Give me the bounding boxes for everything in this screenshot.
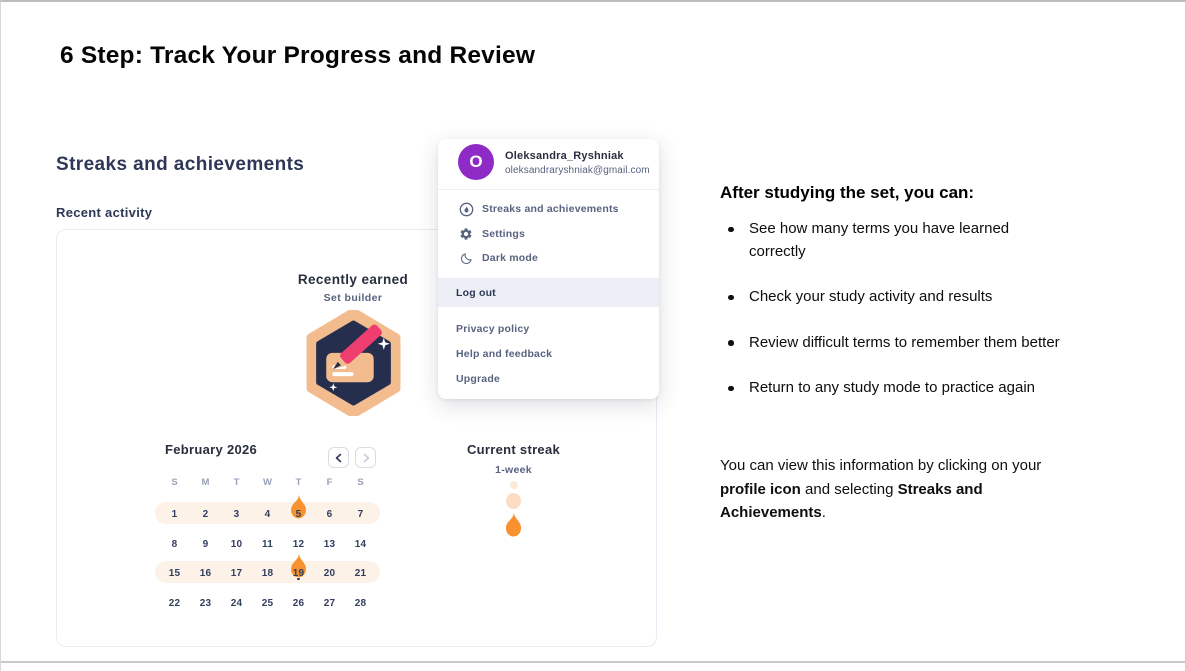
footer-bold-profile-icon: profile icon (720, 480, 801, 498)
profile-email: oleksandraryshniak@gmail.com (505, 164, 650, 176)
streak-ember-dot-small (509, 481, 518, 489)
bullet-item: Check your study activity and results (720, 286, 1060, 309)
menu-item-label: Dark mode (482, 252, 539, 264)
streak-flame-icon (291, 493, 306, 519)
calendar-week-row: 8 9 10 11 12 13 14 (155, 532, 380, 554)
calendar-day: 8 (171, 539, 178, 550)
menu-divider (438, 189, 659, 190)
profile-dropdown-menu: O Oleksandra_Ryshniak oleksandraryshniak… (438, 139, 659, 399)
calendar-day: 16 (199, 568, 212, 579)
streaks-achievements-heading: Streaks and achievements (56, 154, 305, 175)
bullet-item: Review difficult terms to remember them … (720, 332, 1060, 355)
instructions-heading: After studying the set, you can: (720, 183, 975, 202)
calendar-day: 14 (354, 539, 367, 550)
calendar-day: 23 (199, 598, 212, 609)
calendar-day: 12 (292, 539, 305, 550)
chevron-left-icon (335, 453, 341, 462)
weekday-header: S (357, 477, 364, 488)
avatar: O (458, 144, 494, 180)
set-builder-badge-icon (306, 310, 401, 416)
calendar-day: 10 (230, 539, 243, 550)
menu-divider (438, 306, 659, 307)
page-title: 6 Step: Track Your Progress and Review (60, 42, 536, 69)
calendar-next-button[interactable] (355, 447, 376, 468)
footer-text-part: . (821, 504, 826, 521)
menu-item-label: Upgrade (456, 372, 500, 385)
calendar-week-row: 15 16 17 18 19 20 21 (155, 552, 380, 583)
instructions-footer: You can view this information by clickin… (720, 454, 1086, 525)
menu-item-help-feedback[interactable]: Help and feedback (438, 341, 659, 366)
menu-item-label: Privacy policy (456, 322, 530, 335)
weekday-header: S (171, 477, 178, 488)
calendar-week-row: 1 2 3 4 5 6 7 (155, 493, 380, 524)
achievement-flame-icon (458, 201, 474, 217)
bullet-item: Return to any study mode to practice aga… (720, 377, 1060, 400)
calendar-day: 26 (292, 598, 305, 609)
footer-text-part: You can view this information by clickin… (720, 457, 1042, 474)
calendar-day: 28 (354, 598, 367, 609)
calendar-day: 15 (168, 568, 181, 579)
bullet-item: See how many terms you have learned corr… (720, 218, 1060, 263)
instructions-bullet-list: See how many terms you have learned corr… (720, 218, 1060, 423)
streak-flame-icon (291, 552, 306, 578)
window-bottom-divider (1, 661, 1185, 663)
today-dot (297, 577, 300, 581)
calendar-day: 1 (171, 509, 178, 520)
calendar-week-row: 22 23 24 25 26 27 28 (155, 591, 380, 613)
calendar-prev-button[interactable] (328, 447, 349, 468)
current-streak-title: Current streak (466, 442, 561, 457)
calendar-day: 11 (262, 539, 273, 550)
calendar-day: 21 (354, 568, 367, 579)
calendar-day: 3 (233, 509, 240, 520)
calendar-day: 5 (283, 493, 314, 524)
weekday-header: W (263, 477, 272, 488)
footer-text-part: and selecting (800, 480, 898, 498)
weekday-header: T (233, 477, 240, 488)
menu-item-log-out[interactable]: Log out (438, 279, 659, 306)
menu-item-label: Help and feedback (456, 347, 553, 360)
menu-item-label: Settings (482, 228, 526, 240)
calendar-day: 6 (326, 509, 333, 520)
menu-divider (438, 278, 659, 279)
menu-item-label: Log out (456, 286, 496, 299)
calendar-day: 18 (261, 568, 274, 579)
menu-item-dark-mode[interactable]: Dark mode (438, 246, 659, 270)
calendar-day: 25 (261, 598, 274, 609)
menu-item-streaks-achievements[interactable]: Streaks and achievements (438, 197, 659, 221)
recent-activity-label: Recent activity (56, 205, 153, 220)
calendar-day: 22 (168, 598, 181, 609)
calendar-day: 17 (230, 568, 243, 579)
profile-username: Oleksandra_Ryshniak (505, 150, 624, 162)
calendar-day: 13 (323, 539, 336, 550)
calendar-month-label: February 2026 (165, 442, 258, 457)
menu-item-settings[interactable]: Settings (438, 222, 659, 246)
recently-earned-title: Recently earned (297, 272, 409, 287)
menu-item-upgrade[interactable]: Upgrade (438, 366, 659, 391)
calendar-day: 24 (230, 598, 243, 609)
current-streak-flame-icon (505, 511, 522, 537)
calendar-day: 9 (202, 539, 209, 550)
footer-bold-streaks: Streaks and Achievements (720, 480, 983, 522)
gear-icon (458, 226, 474, 242)
calendar-day: 2 (202, 509, 209, 520)
streak-ember-dot-large (506, 493, 521, 509)
calendar-day: 19 (283, 552, 314, 583)
weekday-header: T (295, 477, 302, 488)
calendar-day: 27 (323, 598, 336, 609)
calendar-day: 7 (357, 509, 364, 520)
calendar-day: 4 (264, 509, 271, 520)
chevron-right-icon (363, 453, 369, 462)
set-builder-label: Set builder (323, 292, 383, 304)
current-streak-value: 1-week (495, 464, 532, 476)
menu-item-privacy-policy[interactable]: Privacy policy (438, 316, 659, 341)
weekday-header: M (201, 477, 210, 488)
menu-item-label: Streaks and achievements (482, 203, 619, 215)
moon-icon (458, 250, 474, 266)
calendar-day: 20 (323, 568, 336, 579)
weekday-header: F (326, 477, 333, 488)
